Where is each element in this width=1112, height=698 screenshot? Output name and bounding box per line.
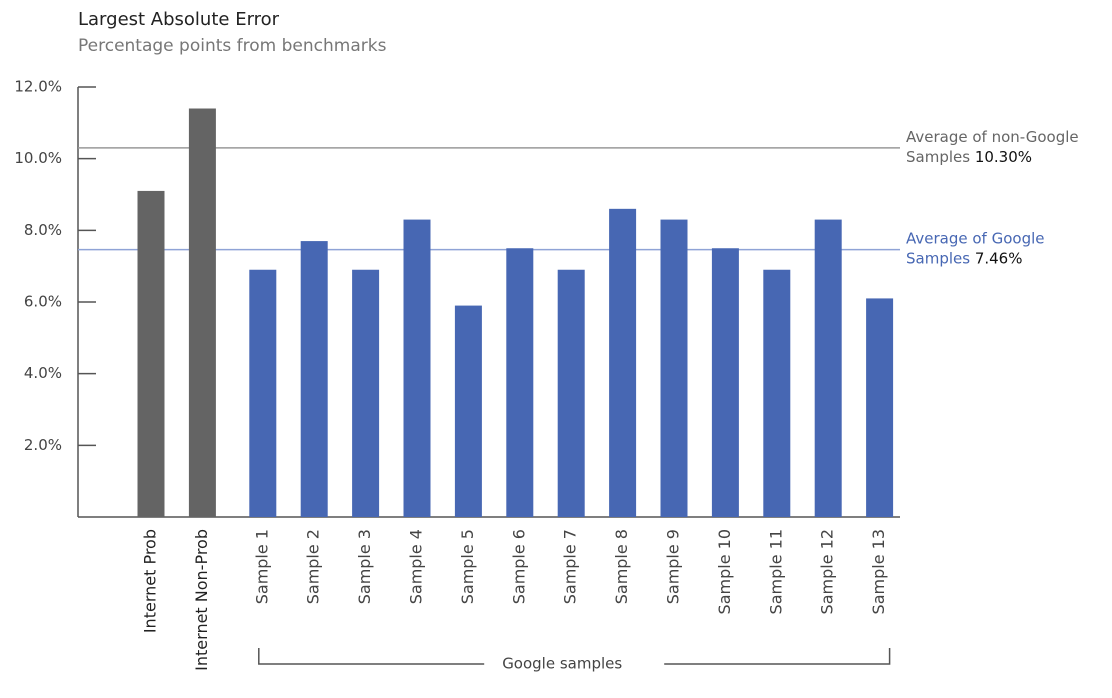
x-tick-label: Sample 9 — [664, 529, 683, 604]
bar — [814, 219, 842, 518]
bar — [557, 269, 585, 517]
x-tick-label: Sample 1 — [252, 529, 271, 604]
bar — [609, 208, 637, 518]
y-tick-label: 2.0% — [24, 436, 62, 454]
bar — [506, 248, 534, 517]
bar — [763, 269, 791, 517]
x-tick-label: Sample 11 — [766, 529, 785, 614]
y-tick-label: 4.0% — [24, 364, 62, 382]
x-tick-label: Sample 8 — [612, 529, 631, 604]
bar — [454, 305, 482, 517]
bar — [352, 269, 380, 517]
reference-value: 10.30% — [975, 147, 1032, 165]
x-tick-label: Sample 3 — [355, 529, 374, 604]
bar — [249, 269, 277, 517]
reference-value: 7.46% — [975, 249, 1023, 267]
group-label: Google samples — [502, 655, 622, 673]
y-tick-label: 8.0% — [24, 221, 62, 239]
x-tick-label: Sample 4 — [407, 529, 426, 604]
x-tick-label: Sample 2 — [304, 529, 323, 604]
chart-title: Largest Absolute Error — [78, 9, 280, 30]
bar — [711, 248, 739, 517]
group-bracket — [258, 648, 891, 665]
x-tick-label: Internet Prob — [141, 529, 160, 633]
x-tick-label: Sample 6 — [509, 529, 528, 604]
x-tick-label: Sample 7 — [561, 529, 580, 604]
y-tick-label: 6.0% — [24, 293, 62, 311]
y-tick-label: 12.0% — [14, 78, 62, 96]
x-tick-label: Internet Non-Prob — [192, 529, 211, 671]
chart-subtitle: Percentage points from benchmarks — [78, 36, 387, 56]
x-tick-label: Sample 10 — [715, 529, 734, 614]
x-tick-label: Sample 12 — [818, 529, 837, 614]
reference-label: Average of non-Google Samples 10.30% — [906, 127, 1079, 165]
bar — [300, 241, 328, 518]
y-tick-label: 10.0% — [14, 149, 62, 167]
bar — [866, 298, 894, 517]
bar — [137, 190, 165, 517]
bar — [403, 219, 431, 518]
reference-label: Average of Google Samples 7.46% — [906, 229, 1045, 267]
bar — [188, 108, 216, 517]
x-tick-label: Sample 13 — [869, 529, 888, 614]
x-tick-label: Sample 5 — [458, 529, 477, 604]
bar — [660, 219, 688, 518]
